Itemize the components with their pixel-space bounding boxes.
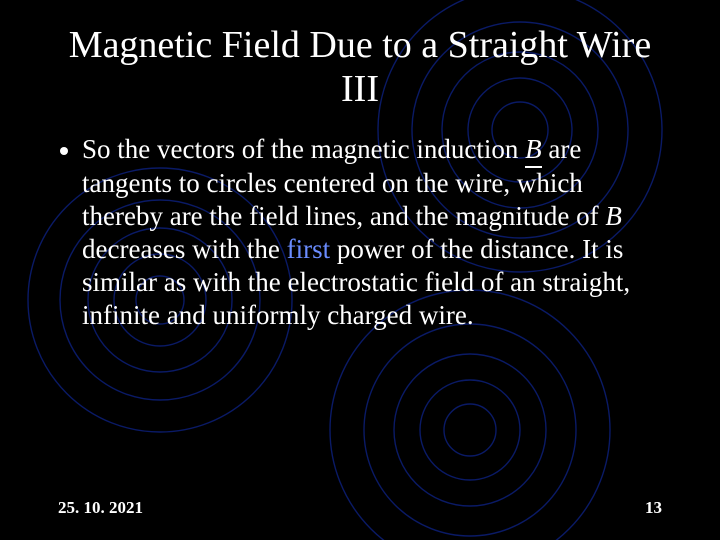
vector-b-symbol: B — [525, 133, 542, 166]
bullet-text: So the vectors of the magnetic induction… — [82, 133, 666, 332]
bullet-item: So the vectors of the magnetic induction… — [54, 133, 666, 332]
italic-b-symbol: B — [605, 201, 622, 231]
slide-content: Magnetic Field Due to a Straight Wire II… — [0, 0, 720, 540]
slide-title: Magnetic Field Due to a Straight Wire II… — [54, 24, 666, 111]
text-segment: So the vectors of the magnetic induction — [82, 134, 525, 164]
text-segment: decreases with the — [82, 234, 287, 264]
first-link[interactable]: first — [287, 234, 331, 264]
bullet-dot-icon — [60, 147, 68, 155]
